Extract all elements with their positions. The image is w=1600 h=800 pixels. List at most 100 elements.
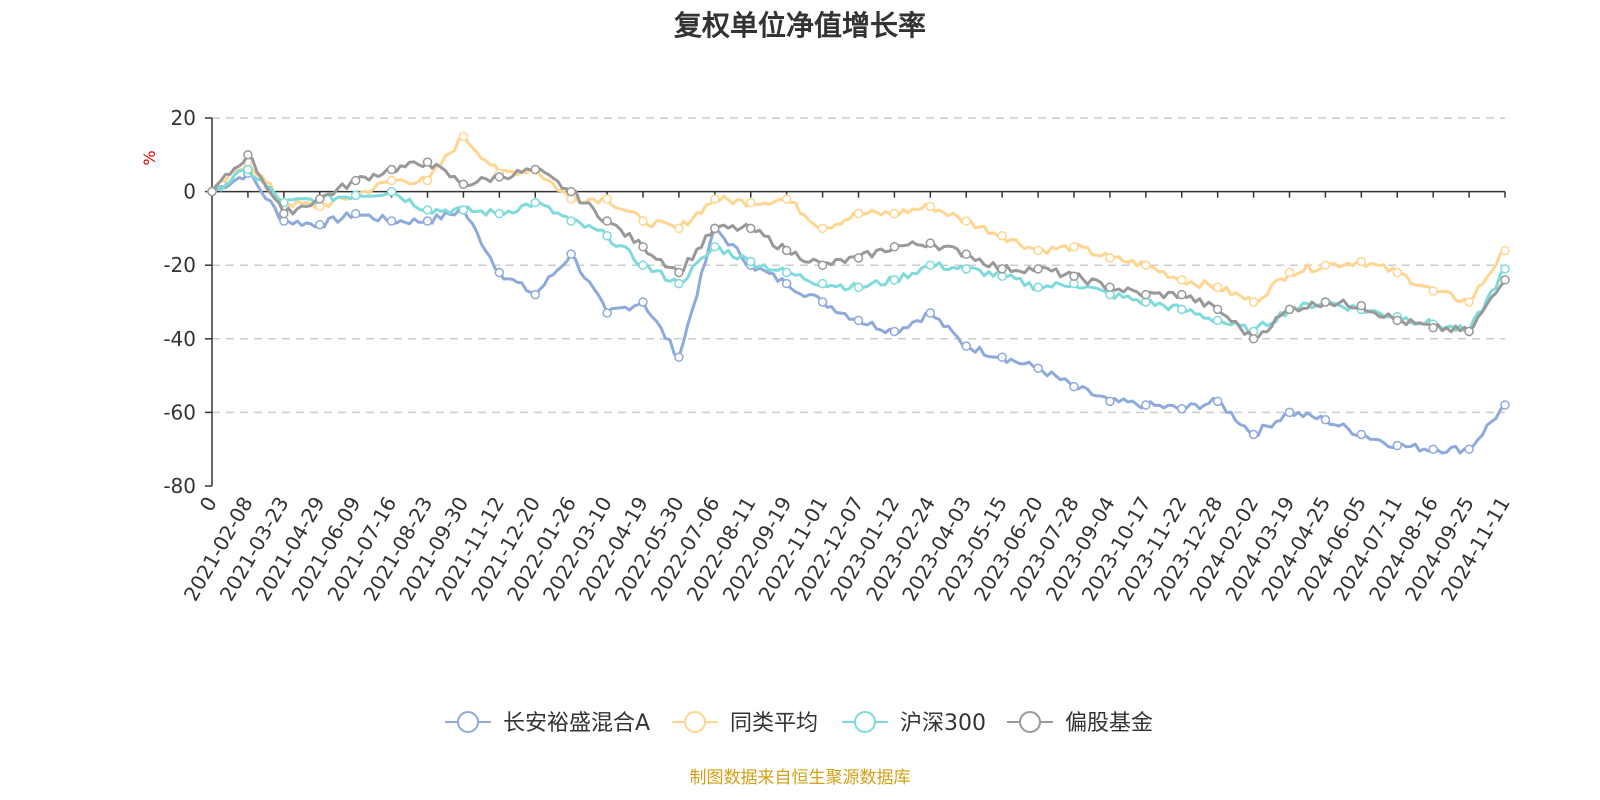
data-point — [1177, 403, 1187, 414]
legend-item-4[interactable]: 偏股基金 — [1007, 711, 1153, 736]
data-point — [602, 308, 612, 318]
data-point — [566, 216, 576, 226]
data-point — [674, 278, 684, 289]
data-point — [638, 216, 648, 226]
y-tick-label: -40 — [163, 327, 196, 351]
data-point — [1033, 264, 1043, 274]
legend-label: 偏股基金 — [1065, 711, 1153, 736]
data-point — [350, 208, 361, 219]
data-point — [1500, 264, 1510, 274]
data-point — [458, 131, 469, 142]
data-point — [781, 194, 792, 204]
data-point — [350, 190, 361, 201]
data-point — [1248, 297, 1259, 307]
legend-marker-icon — [1019, 711, 1041, 733]
data-point — [1033, 245, 1043, 256]
data-point — [602, 231, 612, 241]
data-point — [1033, 282, 1043, 293]
data-point — [1141, 260, 1151, 270]
data-point — [1392, 440, 1402, 451]
data-point — [350, 175, 361, 186]
data-point — [530, 289, 540, 300]
data-point — [781, 278, 792, 289]
data-point — [1500, 400, 1510, 410]
series-layer — [207, 131, 1510, 455]
series-line-2 — [210, 134, 1506, 304]
data-point — [1284, 267, 1295, 278]
data-point — [710, 223, 720, 234]
label-layer: 200-20-40-60-80%02021-02-082021-03-23202… — [140, 106, 1515, 605]
data-point — [243, 150, 253, 160]
legend[interactable]: 长安裕盛混合A 同类平均 沪深300 偏股基金 — [445, 711, 1153, 736]
legend-item-1[interactable]: 长安裕盛混合A — [445, 711, 650, 736]
data-point — [781, 267, 792, 278]
data-point — [602, 216, 612, 226]
legend-label: 同类平均 — [730, 711, 818, 736]
legend-item-3[interactable]: 沪深300 — [842, 711, 986, 736]
chart-title: 复权单位净值增长率 — [673, 9, 926, 42]
y-axis-label: % — [140, 150, 159, 165]
data-point — [494, 267, 505, 278]
data-point — [1428, 286, 1438, 296]
data-point — [566, 186, 576, 197]
legend-marker-icon — [684, 711, 706, 733]
data-point — [279, 208, 289, 219]
data-point — [530, 197, 540, 208]
data-point — [1320, 260, 1331, 270]
data-point — [889, 208, 900, 219]
data-point — [1392, 267, 1402, 278]
data-point — [889, 326, 900, 337]
data-point — [746, 197, 756, 208]
data-point — [243, 164, 253, 175]
data-point — [1428, 323, 1438, 333]
data-point — [1356, 429, 1367, 440]
data-point — [638, 260, 648, 270]
data-point — [1069, 381, 1079, 392]
source-note: 制图数据来自恒生聚源数据库 — [689, 768, 911, 788]
data-point — [386, 175, 397, 186]
data-point — [1464, 326, 1474, 337]
data-point — [961, 249, 971, 259]
data-point — [961, 264, 971, 274]
data-point — [1284, 407, 1295, 418]
legend-label: 沪深300 — [900, 711, 986, 736]
data-point — [710, 194, 720, 204]
data-point — [386, 216, 397, 226]
y-tick-label: -80 — [163, 474, 196, 498]
data-point — [1105, 282, 1115, 293]
legend-item-2[interactable]: 同类平均 — [672, 711, 818, 736]
data-point — [1500, 275, 1510, 285]
data-point — [853, 208, 864, 219]
data-point — [925, 260, 936, 270]
data-point — [1177, 304, 1187, 315]
data-point — [1033, 363, 1043, 373]
data-point — [422, 205, 433, 215]
data-point — [817, 260, 828, 270]
data-point — [494, 172, 505, 182]
legend-marker-icon — [854, 711, 876, 733]
data-point — [817, 278, 828, 289]
data-point — [1069, 242, 1079, 252]
data-point — [1177, 275, 1187, 285]
data-point — [1356, 256, 1367, 267]
data-point — [1212, 315, 1223, 326]
data-point — [1141, 400, 1151, 410]
data-point — [925, 238, 936, 248]
data-point — [386, 186, 397, 197]
data-point — [925, 308, 936, 318]
y-tick-label: 20 — [171, 106, 196, 130]
data-point — [997, 352, 1007, 362]
data-point — [674, 223, 684, 234]
data-point — [1464, 444, 1474, 454]
data-point — [1212, 396, 1223, 407]
data-point — [422, 157, 433, 167]
data-point — [817, 297, 828, 307]
data-point — [1248, 429, 1259, 440]
axis-layer — [205, 117, 1506, 487]
data-point — [817, 223, 828, 234]
data-point — [674, 352, 684, 362]
data-point — [961, 341, 971, 351]
data-point — [1141, 289, 1151, 300]
data-point — [1356, 300, 1367, 311]
data-point — [638, 297, 648, 307]
